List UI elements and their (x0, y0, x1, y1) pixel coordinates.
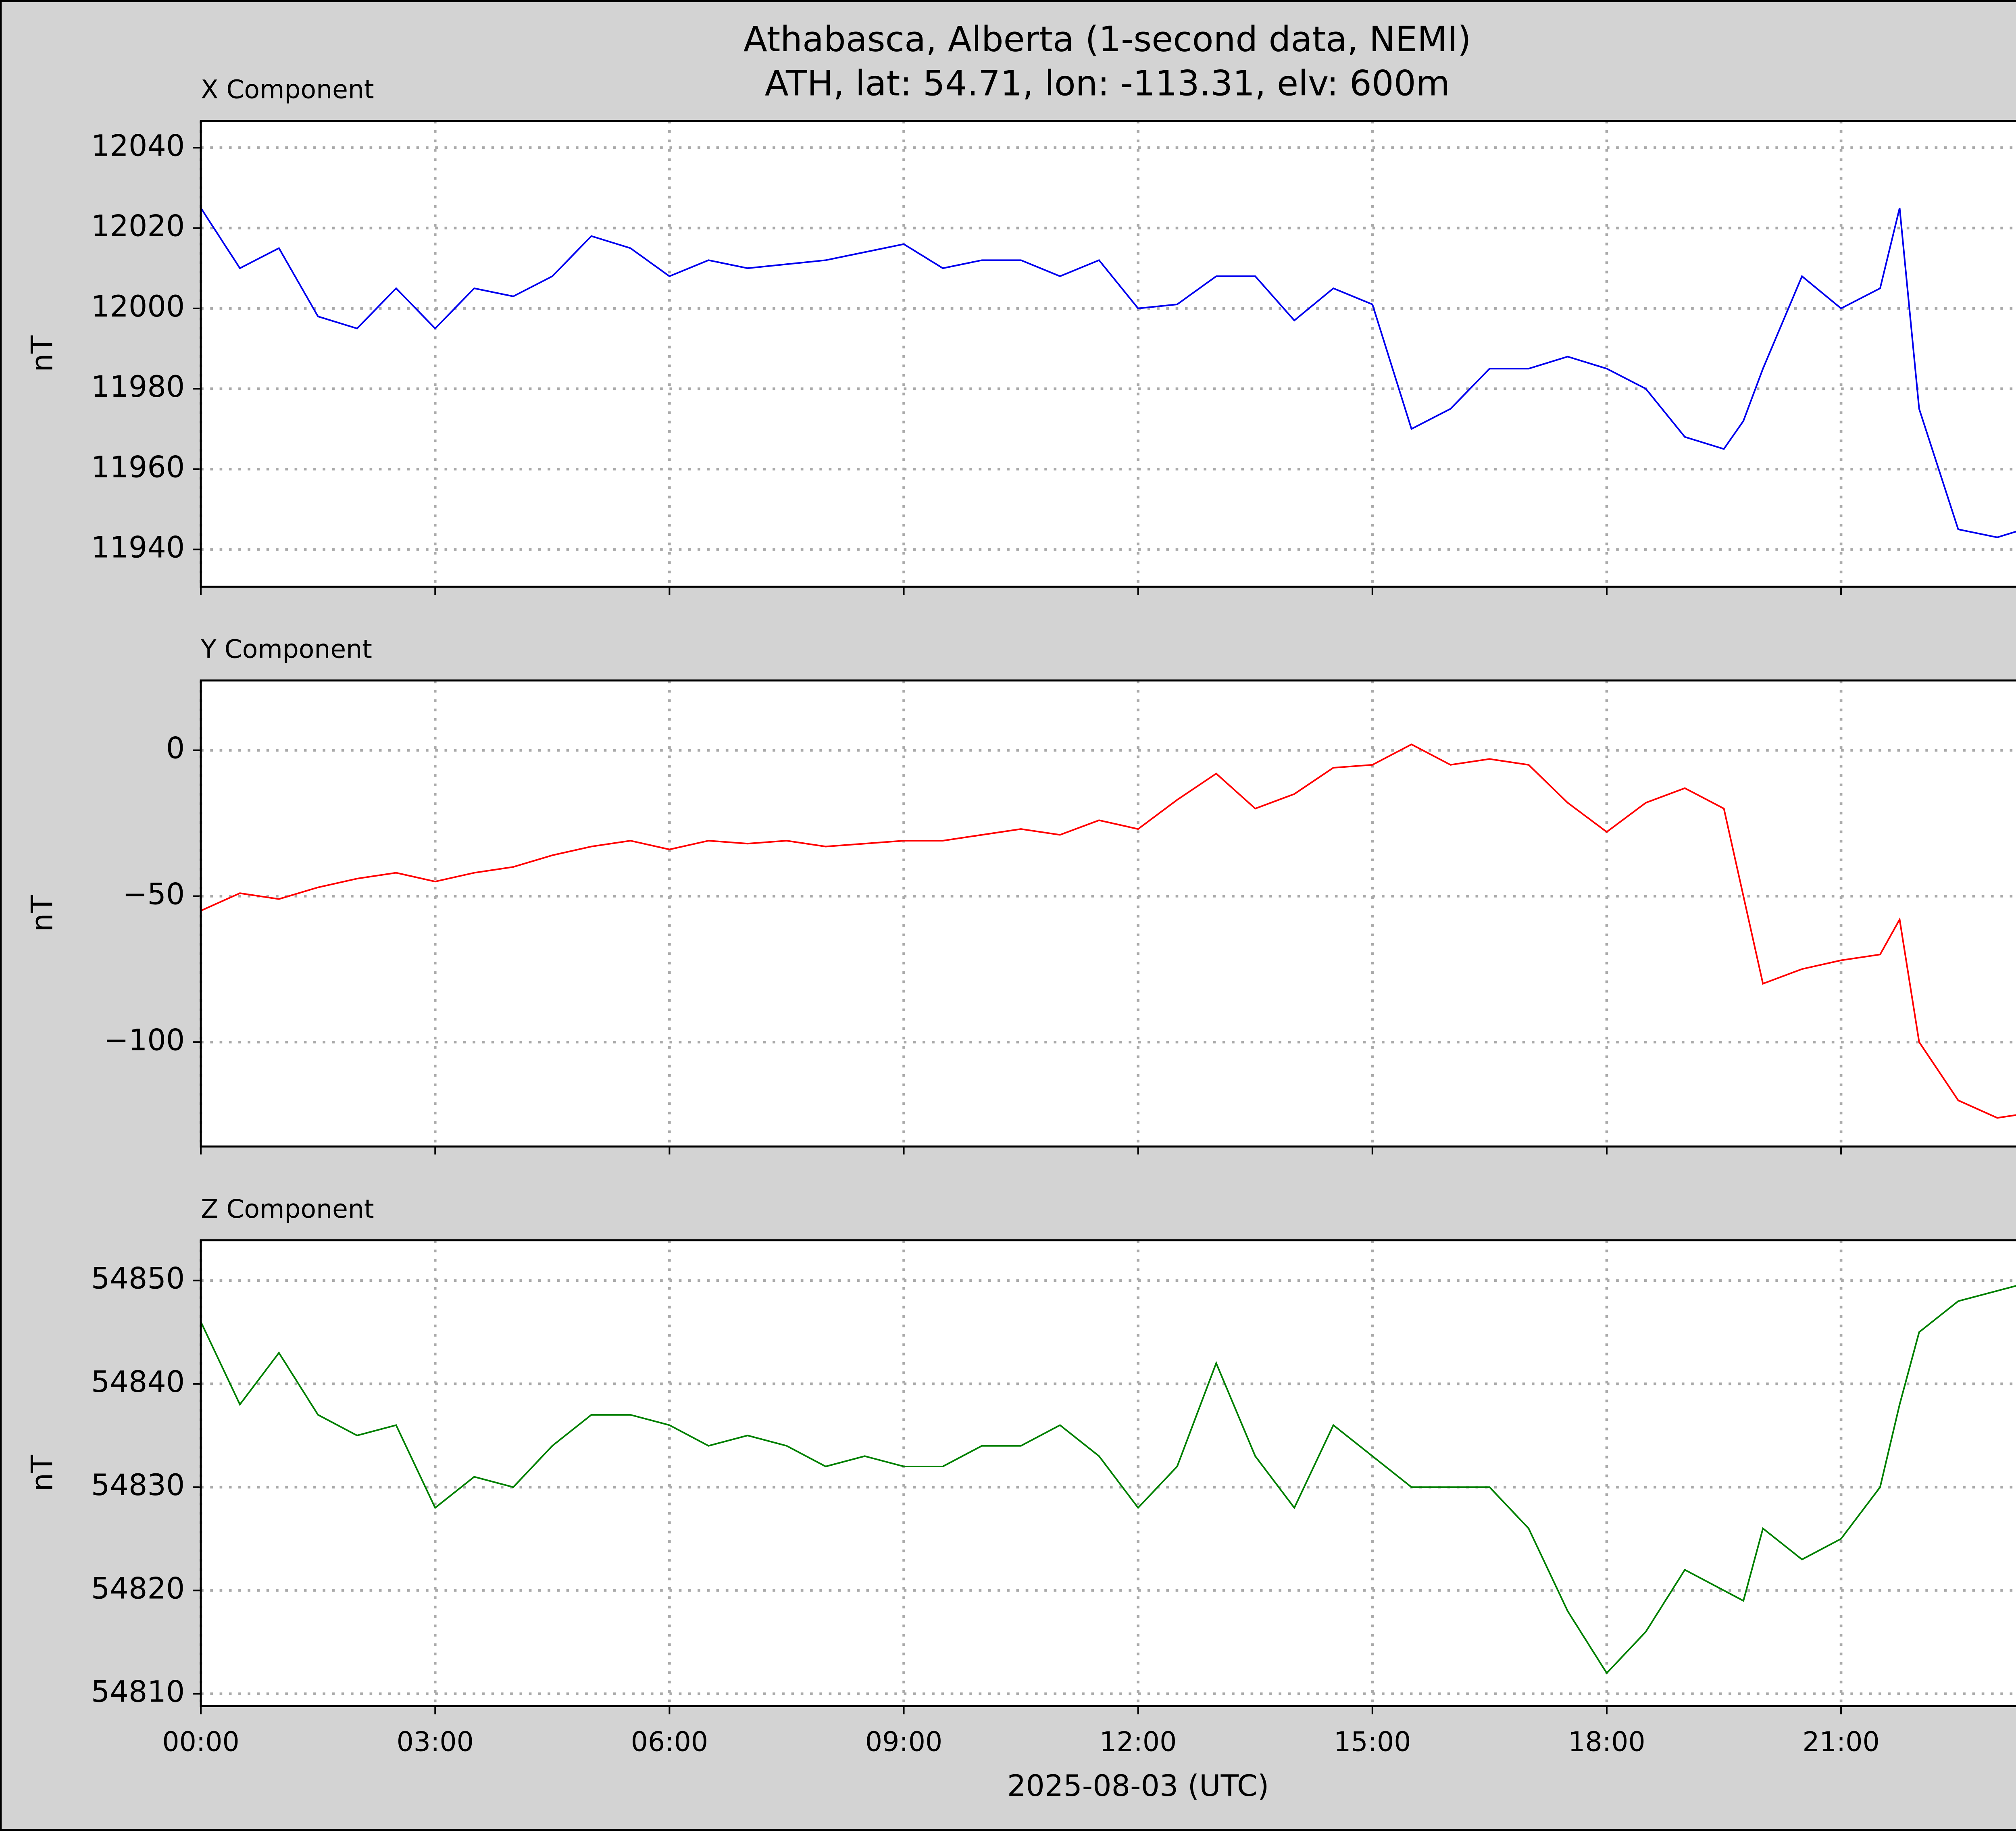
y-tick-label: 54840 (91, 1365, 185, 1399)
x-tick-label: 06:00 (631, 1726, 708, 1757)
data-line (200, 207, 2016, 538)
x-tick-label: 18:00 (1568, 1726, 1645, 1757)
y-tick-label: 12020 (91, 209, 185, 244)
y-tick-label: 54810 (91, 1675, 185, 1709)
figure-subtitle: ATH, lat: 54.71, lon: -113.31, elv: 600m (765, 64, 1450, 104)
x-tick-label: 15:00 (1334, 1726, 1411, 1757)
figure-title: Athabasca, Alberta (1-second data, NEMI) (744, 19, 1471, 60)
y-tick-label: 12000 (91, 290, 185, 324)
plot-area (201, 680, 2016, 1147)
y-tick-label: 54830 (91, 1468, 185, 1502)
y-tick-label: 0 (166, 731, 185, 766)
y-tick-label: 11960 (91, 450, 185, 484)
y-tick-label: −50 (123, 877, 185, 911)
y-tick-label: −100 (104, 1023, 185, 1057)
plot-frame (200, 1239, 2016, 1707)
x-axis-label: 2025-08-03 (UTC) (1007, 1769, 1269, 1803)
data-line (200, 743, 2016, 1119)
y-tick-label: 54820 (91, 1571, 185, 1606)
y-axis-label: nT (25, 1455, 60, 1491)
plot-frame (200, 679, 2016, 1148)
y-tick-label: 11980 (91, 370, 185, 404)
plot-frame (200, 120, 2016, 588)
subplot-title: X Component (201, 75, 374, 104)
plot-area (201, 121, 2016, 587)
y-axis-label: nT (25, 335, 60, 372)
data-line (200, 1285, 2016, 1675)
subplot-title: Z Component (201, 1194, 374, 1224)
x-tick-label: 12:00 (1100, 1726, 1177, 1757)
plot-area (201, 1240, 2016, 1706)
x-tick-label: 09:00 (865, 1726, 942, 1757)
y-tick-label: 11940 (91, 531, 185, 565)
y-axis-label: nT (25, 895, 60, 932)
subplot-title: Y Component (200, 634, 372, 664)
x-tick-label: 21:00 (1802, 1726, 1879, 1757)
x-tick-label: 00:00 (162, 1726, 239, 1757)
y-tick-label: 54850 (91, 1262, 185, 1296)
y-tick-label: 12040 (91, 129, 185, 163)
x-tick-label: 03:00 (397, 1726, 474, 1757)
